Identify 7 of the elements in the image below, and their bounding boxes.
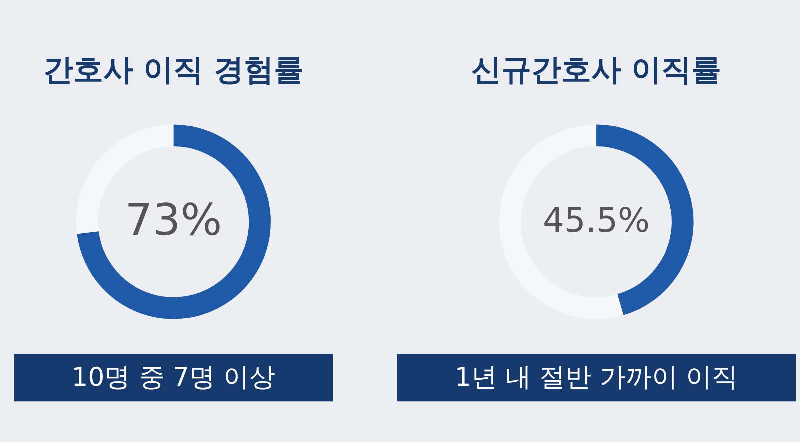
text: 1년 내 절반 가까이 이직	[454, 362, 738, 393]
data-label: 73%	[125, 194, 222, 246]
donut-slice	[77, 124, 271, 320]
chart-title: 신규간호사 이직률	[471, 53, 722, 88]
text: 10명 중 7명 이상	[72, 362, 276, 393]
data-label: 45.5%	[542, 200, 650, 240]
chart-title: 간호사 이직 경험률	[43, 53, 304, 88]
